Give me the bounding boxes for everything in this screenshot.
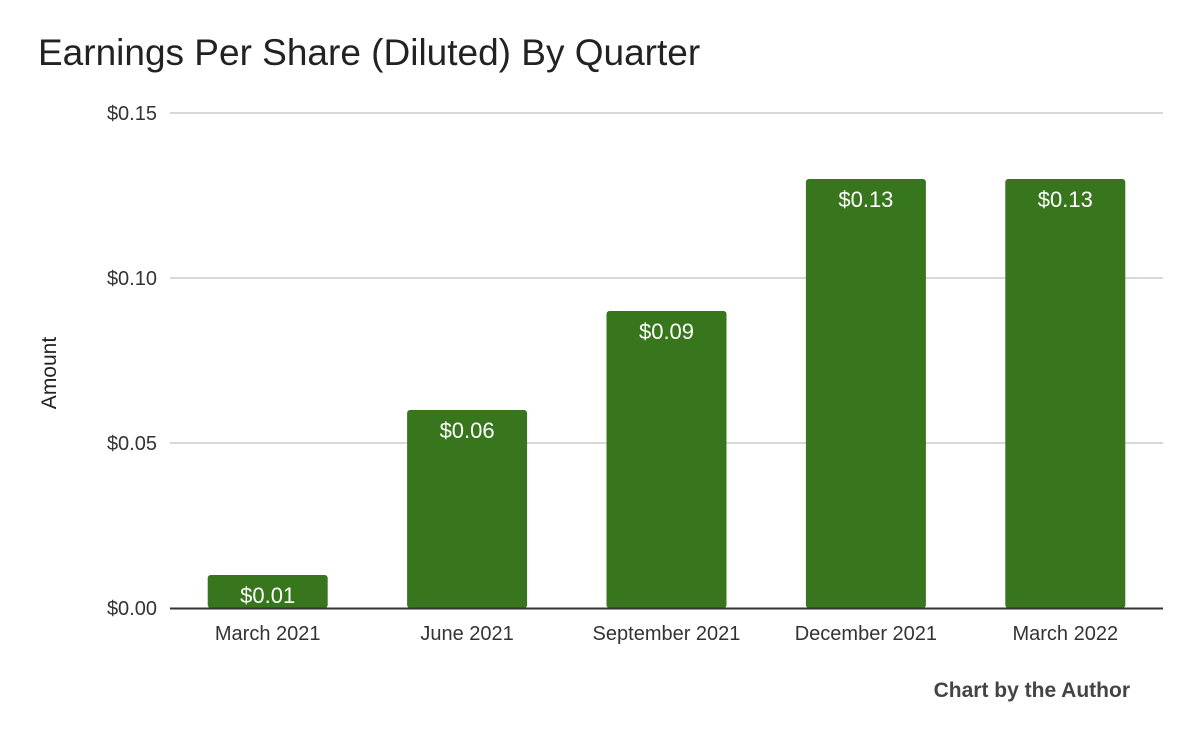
- bars: [207, 179, 1126, 608]
- bar: [805, 179, 926, 608]
- y-tick-label: $0.10: [107, 268, 157, 290]
- y-tick-labels: $0.00 $0.05 $0.10 $0.15: [107, 103, 157, 620]
- bar-data-label: $0.09: [639, 319, 694, 344]
- x-tick-label: March 2021: [215, 623, 321, 645]
- chart-credit: Chart by the Author: [933, 679, 1130, 702]
- x-tick-label: June 2021: [420, 623, 513, 645]
- bar-data-label: $0.13: [1038, 187, 1093, 212]
- bar-data-label: $0.13: [838, 187, 893, 212]
- y-tick-label: $0.00: [107, 598, 157, 620]
- bar-data-label: $0.01: [240, 583, 295, 608]
- x-tick-label: March 2022: [1012, 623, 1118, 645]
- bar-data-labels: $0.01 $0.06 $0.09 $0.13 $0.13: [240, 187, 1093, 608]
- x-tick-label: September 2021: [593, 623, 741, 645]
- chart-title: Earnings Per Share (Diluted) By Quarter: [38, 32, 701, 73]
- bar: [606, 311, 727, 608]
- bar: [1005, 179, 1126, 608]
- x-tick-labels: March 2021 June 2021 September 2021 Decembe…: [215, 623, 1118, 645]
- x-tick-label: December 2021: [795, 623, 937, 645]
- y-axis-title: Amount: [38, 337, 61, 410]
- y-tick-label: $0.15: [107, 103, 157, 125]
- bar: [407, 410, 528, 608]
- bar-data-label: $0.06: [440, 418, 495, 443]
- bar: [207, 575, 328, 608]
- y-tick-label: $0.05: [107, 433, 157, 455]
